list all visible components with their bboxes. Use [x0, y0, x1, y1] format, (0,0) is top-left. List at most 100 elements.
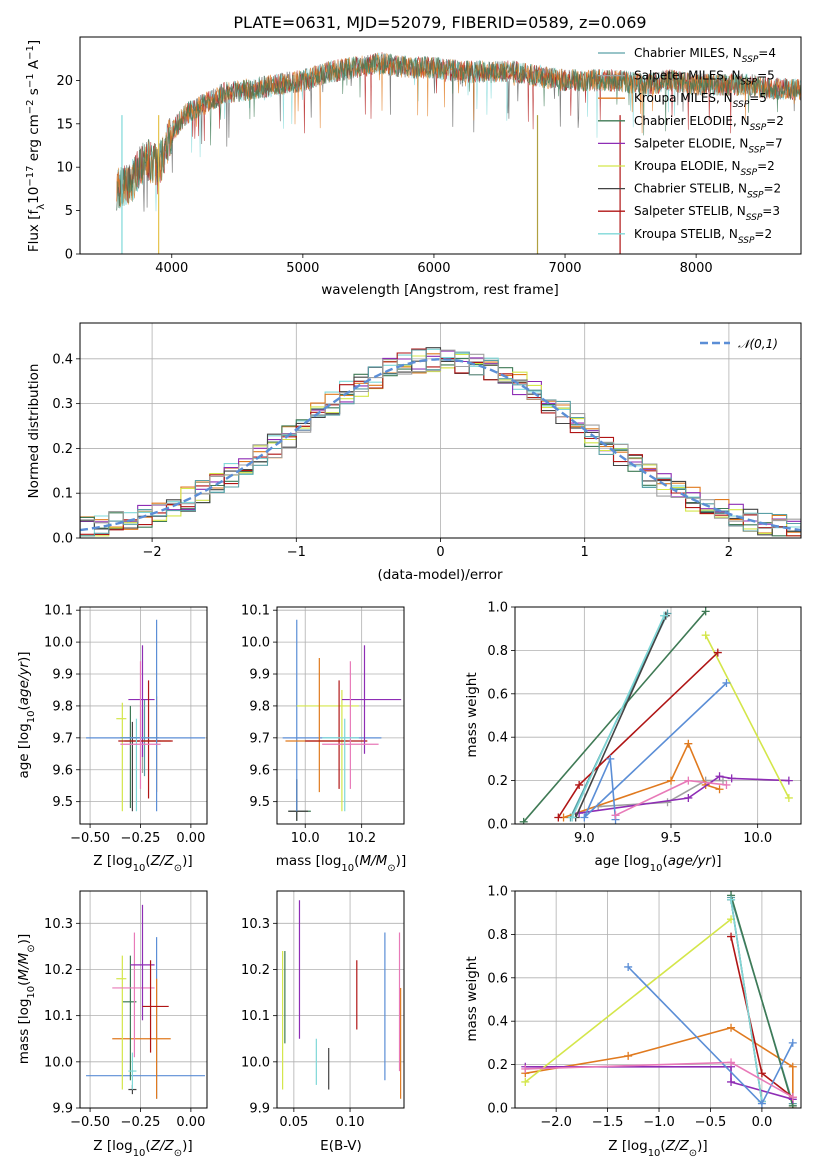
legend-label: Kroupa MILES, NSSP=5: [634, 91, 767, 110]
x-tick-label: 1: [581, 545, 589, 560]
y-tick-label: 9.7: [249, 731, 270, 746]
y-tick-label: 9.7: [52, 731, 73, 746]
histogram-frame: −2 −1 0 1 2 0.0 0.1 0.2 0.3 0.4 𝒩(0,1) (data-model)…: [26, 322, 802, 583]
label-part: mass weight: [464, 672, 480, 757]
label-part: )]: [711, 853, 722, 869]
label-part: ⊙: [689, 1148, 697, 1159]
y-tick-label: 9.5: [52, 795, 73, 810]
label-part: 10: [133, 863, 146, 874]
weight-marker: [784, 793, 793, 802]
weight-vs-age-axes: [515, 606, 801, 825]
label-part: ⊙: [174, 1148, 182, 1159]
age-vs-mass-border: [276, 606, 405, 825]
weight-marker: [722, 678, 731, 687]
label-part: Flux [f: [26, 209, 42, 253]
label-part: )]: [697, 1138, 708, 1154]
label-part: mass weight: [464, 956, 480, 1041]
weight-line: [524, 918, 732, 1083]
weight-marker: [719, 776, 727, 785]
weight-marker: [575, 780, 584, 789]
x-tick-label: −2: [143, 545, 162, 560]
label-part: ⊙: [174, 863, 182, 874]
weight-marker: [727, 1023, 736, 1032]
label-part: Normed distribution: [26, 364, 42, 499]
y-tick-label: 0.1: [52, 487, 73, 502]
spectrum-axes: [116, 52, 801, 254]
weight-marker: [660, 611, 669, 620]
age-vs-z-plot: [86, 619, 205, 812]
weight-marker: [715, 772, 724, 781]
y-tick-label: 9.9: [249, 668, 270, 683]
legend-label: Kroupa STELIB, NSSP=2: [634, 227, 772, 246]
weight-vs-z-border: [514, 890, 802, 1109]
spectrum-ylabel: Flux [fλ10−17 erg cm−2 s−1 A−1]: [25, 40, 47, 252]
weight-line: [704, 634, 790, 799]
weight-marker: [727, 1077, 736, 1086]
legend-label: Chabrier MILES, NSSP=4: [634, 46, 776, 65]
label-part: −2: [25, 99, 36, 114]
weight-vs-z-ylabel: mass weight: [464, 956, 480, 1041]
age-vs-z-grid: [80, 607, 207, 824]
label-part: )]: [396, 853, 407, 869]
label-part: Z [log: [93, 853, 132, 869]
spectrum-line: [116, 53, 801, 211]
weight-marker: [684, 793, 693, 802]
weight-line: [574, 615, 667, 818]
weight-marker: [624, 962, 633, 971]
label-part: E(B-V): [320, 1138, 362, 1154]
x-tick-label: −2.0: [540, 1115, 572, 1130]
x-tick-label: 6000: [417, 261, 450, 276]
x-tick-label: 9.5: [661, 831, 682, 846]
weight-marker: [568, 813, 577, 822]
histogram-legend-label: 𝒩(0,1): [738, 337, 778, 351]
label-part: Z [log: [93, 1138, 132, 1154]
y-tick-label: 0.2: [487, 774, 508, 789]
y-tick-label: 10.0: [241, 636, 270, 651]
y-tick-label: 0.0: [52, 532, 73, 547]
y-tick-label: 9.9: [52, 1102, 73, 1117]
y-tick-label: 1.0: [487, 885, 508, 900]
x-tick-label: 0: [436, 545, 444, 560]
mass-vs-z-xlabel: Z [log10(Z/Z⊙)]: [93, 1138, 192, 1159]
age-vs-mass-axes: [277, 607, 404, 824]
weight-marker: [667, 776, 675, 785]
weight-line: [730, 895, 794, 1107]
page-title: PLATE=0631, MJD=52079, FIBERID=0589, z=0…: [233, 13, 646, 32]
x-tick-label: 10.0: [291, 831, 320, 846]
y-tick-label: 10.3: [44, 917, 73, 932]
label-part: age/yr: [668, 853, 713, 869]
y-tick-label: 0.0: [487, 1102, 508, 1117]
label-part: erg cm: [26, 114, 42, 165]
label-part: (: [16, 981, 32, 986]
label-part: λ: [36, 204, 47, 210]
label-part: age/yr: [16, 661, 32, 706]
x-tick-label: −0.25: [121, 831, 161, 846]
x-tick-label: 9.0: [574, 831, 595, 846]
age-vs-z-xlabel: Z [log10(Z/Z⊙)]: [93, 853, 192, 874]
weight-vs-z-plot: [521, 891, 797, 1108]
label-part: 10: [26, 711, 37, 724]
label-part: 10: [650, 863, 663, 874]
label-part: (data-model)/error: [377, 567, 503, 583]
weight-marker: [606, 754, 615, 763]
weight-marker: [624, 1051, 633, 1060]
legend-label: Chabrier ELODIE, NSSP=2: [634, 114, 784, 133]
x-tick-label: −0.50: [70, 1115, 110, 1130]
weight-marker: [580, 813, 589, 822]
legend-label: Salpeter ELODIE, NSSP=7: [634, 136, 783, 155]
x-tick-label: 0.10: [336, 1115, 365, 1130]
label-part: age [log: [16, 723, 32, 778]
weight-marker: [519, 817, 528, 824]
label-part: )]: [182, 853, 193, 869]
label-part: M/M: [16, 952, 32, 980]
weight-marker: [663, 798, 672, 807]
age-vs-z-frame: −0.50 −0.25 0.00 9.5 9.6 9.7 9.8 9.9 10.0 10.1 Z […: [16, 604, 208, 874]
y-tick-label: 10.1: [44, 604, 73, 619]
label-part: Z/Z: [150, 853, 175, 869]
label-part: −1: [25, 45, 36, 60]
y-tick-label: 10.0: [44, 1055, 73, 1070]
weight-marker: [727, 895, 736, 904]
label-part: age [log: [594, 853, 649, 869]
label-part: wavelength [Angstrom, rest frame]: [321, 282, 559, 298]
y-tick-label: 0.3: [52, 397, 73, 412]
